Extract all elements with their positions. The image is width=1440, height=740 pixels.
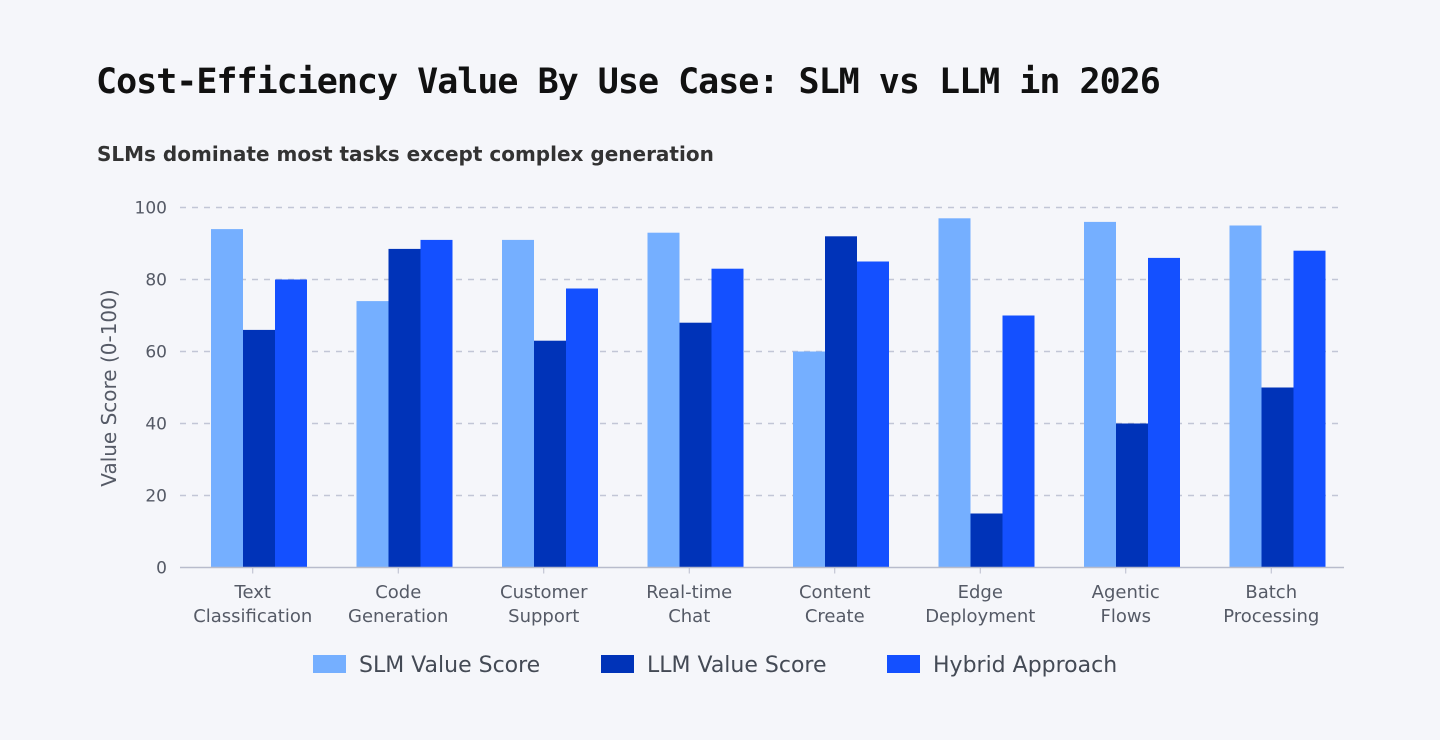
bar-hybrid-approach [1148,257,1180,568]
bar-llm-value-score [679,322,712,568]
bar-slm-value-score [938,218,971,568]
y-tick-label: 80 [145,271,167,291]
bar-llm-value-score [243,329,275,568]
bar-hybrid-approach [566,288,598,568]
bar-hybrid-approach [420,239,453,568]
x-tick-label: Create [805,606,865,627]
y-axis-label: Value Score (0-100) [97,289,121,486]
legend-label: Hybrid Approach [933,653,1117,678]
x-tick-label: Generation [348,606,448,627]
x-tick-label: Flows [1101,606,1151,627]
legend-swatch [887,655,920,673]
x-tick-label: Support [508,606,579,627]
bar-llm-value-score [825,236,857,568]
y-tick-label: 60 [145,343,167,363]
chart-subtitle: SLMs dominate most tasks except complex … [97,142,714,166]
bar-slm-value-score [356,301,389,568]
x-tick-label: Processing [1223,606,1319,627]
bar-hybrid-approach [857,261,889,568]
x-tick-label: Classification [193,606,312,627]
legend-label: SLM Value Score [359,653,540,678]
x-tick-label: Agentic [1092,582,1160,603]
bar-slm-value-score [793,351,825,568]
x-tick-label: Batch [1245,582,1297,603]
legend-swatch [601,655,634,673]
x-tick-label: Deployment [925,606,1035,627]
bar-llm-value-score [388,248,421,568]
y-tick-label: 0 [156,559,167,579]
y-tick-label: 40 [145,415,167,435]
bar-hybrid-approach [1002,315,1035,568]
bar-slm-value-score [502,239,534,568]
y-tick-label: 20 [145,487,167,507]
bar-slm-value-score [211,229,243,568]
x-tick-label: Customer [500,582,588,603]
bar-llm-value-score [1261,387,1294,568]
x-tick-label: Content [799,582,871,603]
bar-hybrid-approach [275,279,307,568]
x-tick-label: Code [375,582,421,603]
bar-llm-value-score [1116,423,1148,568]
legend-swatch [313,655,346,673]
x-tick-label: Text [234,582,271,603]
bar-slm-value-score [1084,221,1116,568]
bar-slm-value-score [1229,225,1262,568]
x-tick-label: Chat [668,606,710,627]
legend-label: LLM Value Score [647,653,827,678]
bar-hybrid-approach [711,268,744,568]
y-tick-label: 100 [135,199,167,219]
bar-slm-value-score [647,232,680,568]
bar-llm-value-score [534,340,566,568]
x-tick-label: Edge [958,582,1003,603]
chart-title: Cost-Efficiency Value By Use Case: SLM v… [96,62,1161,102]
bar-hybrid-approach [1293,250,1326,568]
bar-llm-value-score [970,513,1003,568]
x-tick-label: Real-time [646,582,732,603]
